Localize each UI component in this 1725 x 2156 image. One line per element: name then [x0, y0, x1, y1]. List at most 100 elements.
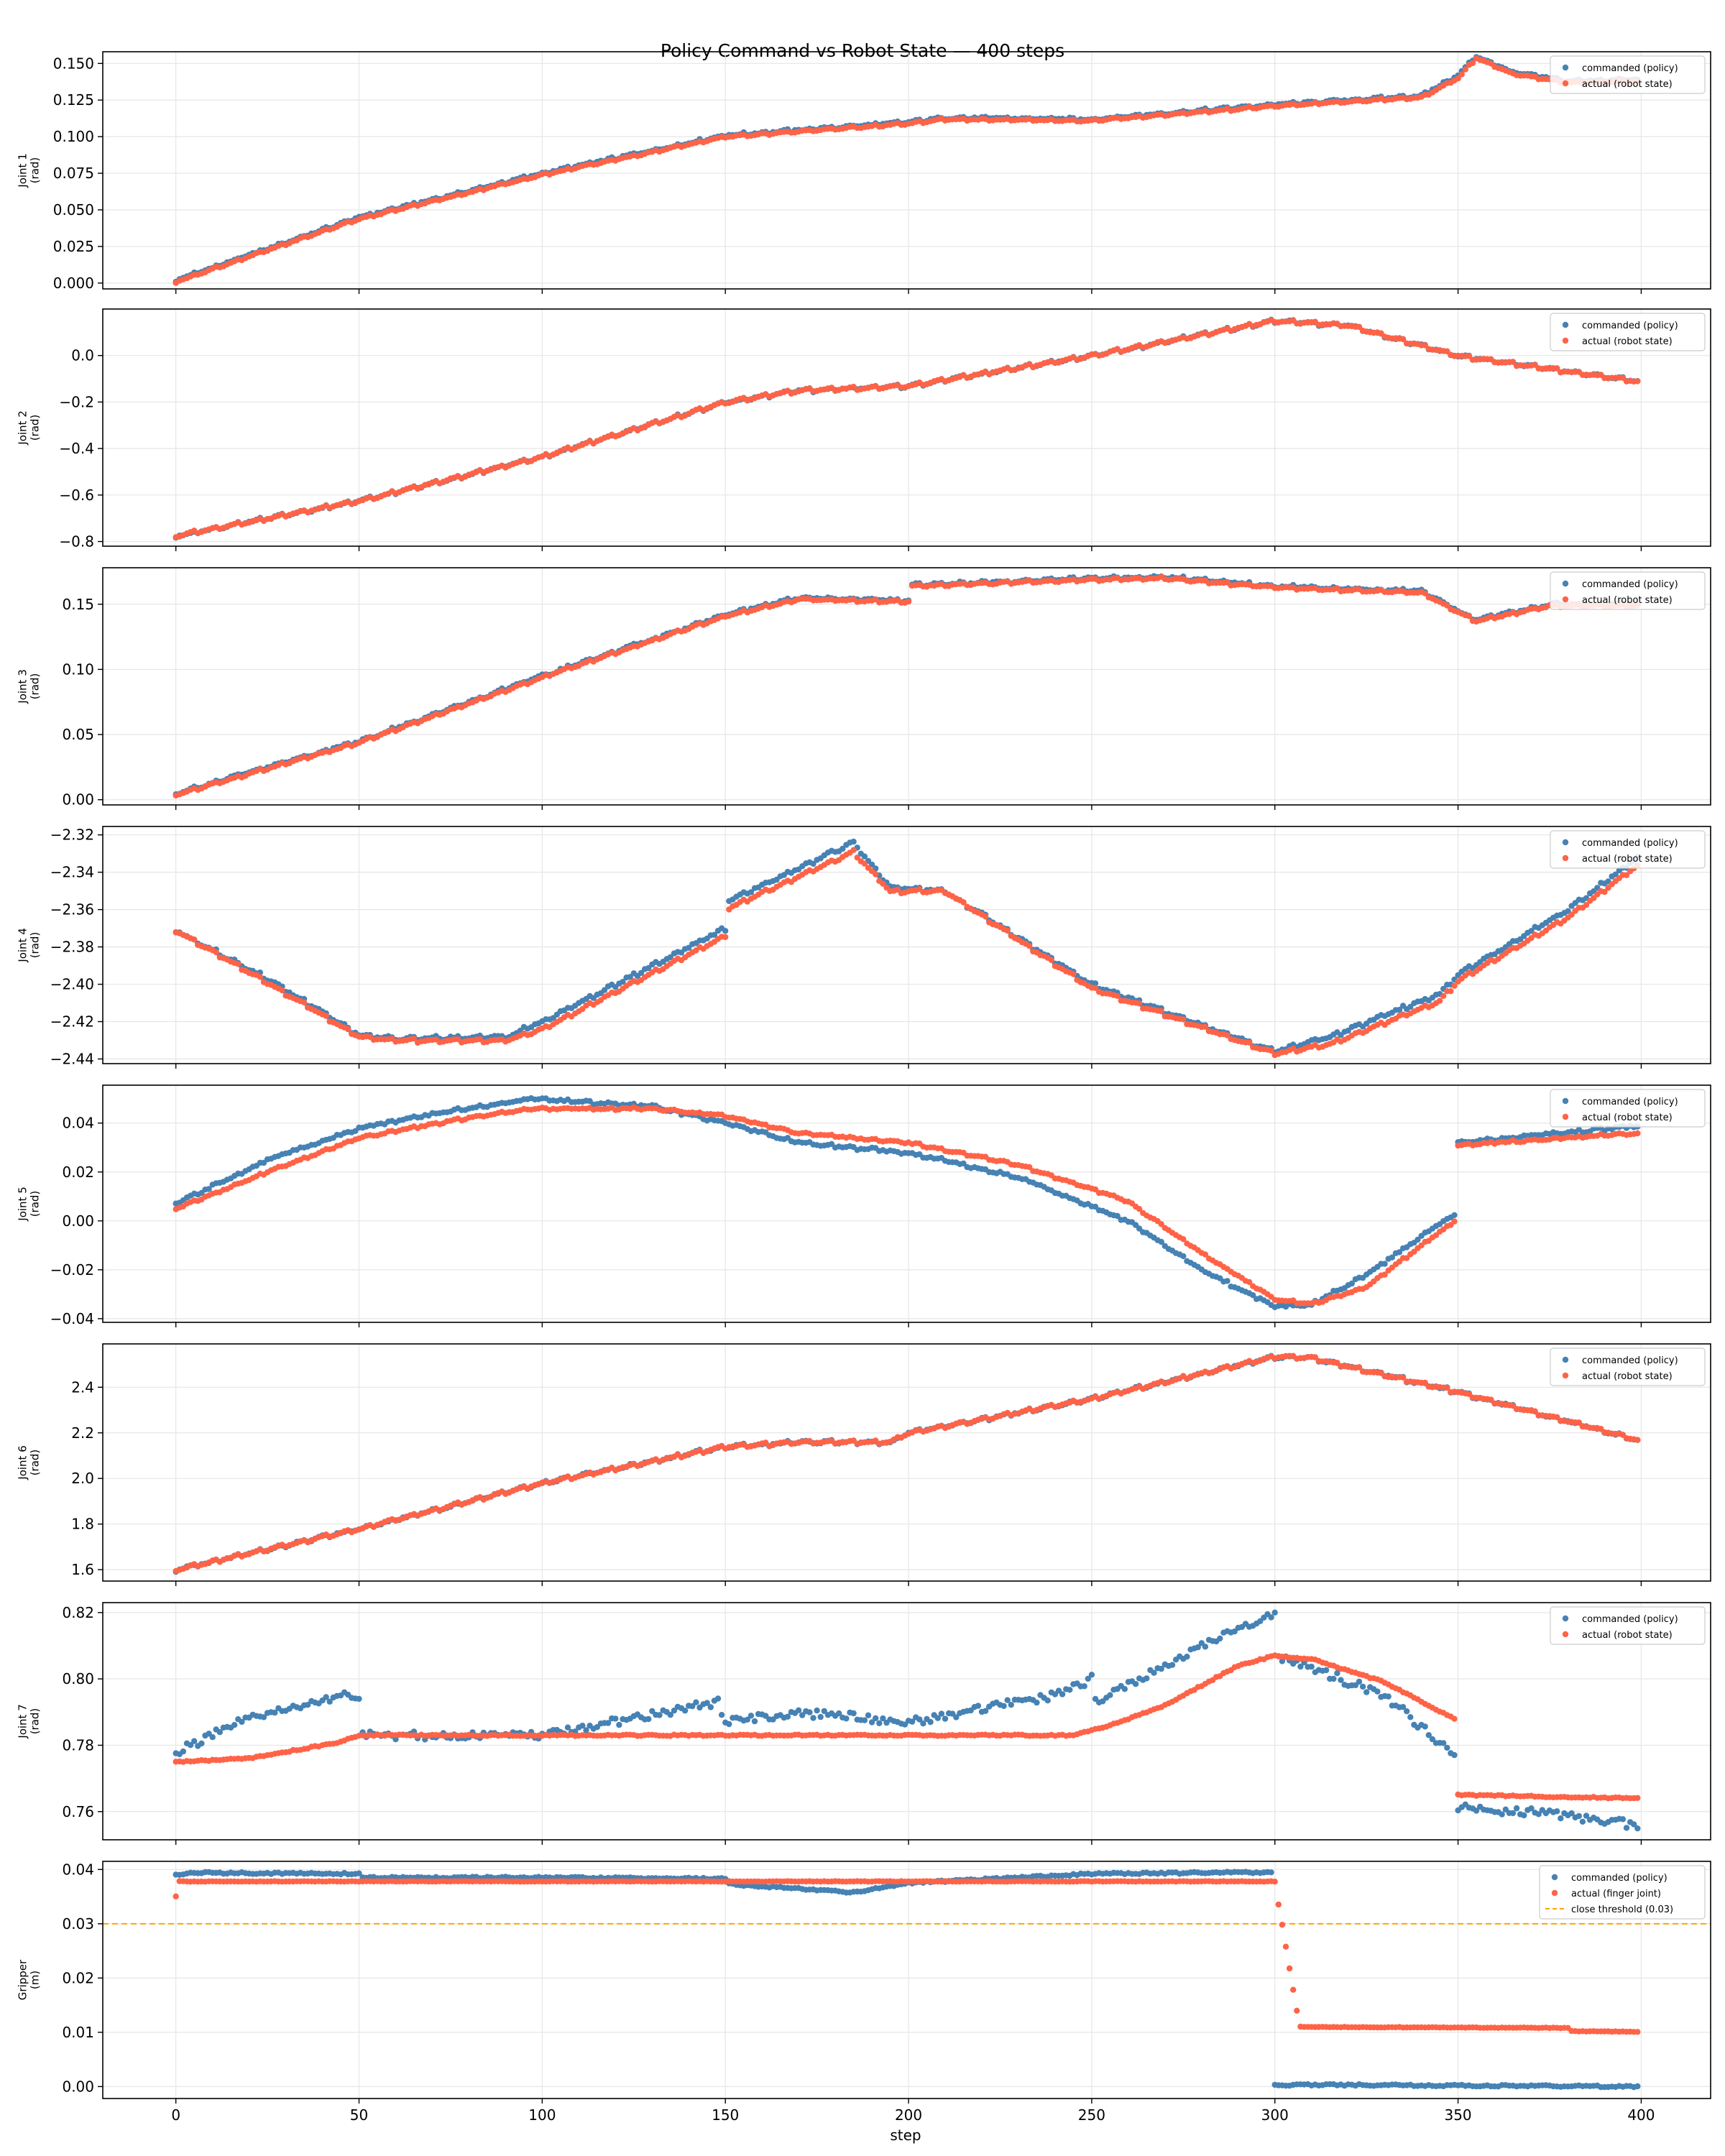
legend: commanded (policy) actual (robot state): [1550, 55, 1706, 94]
y-tick-label: 0.02: [62, 1164, 94, 1181]
data-point: [1070, 971, 1077, 977]
legend-marker: [1562, 839, 1569, 846]
y-tick-label: −2.34: [50, 864, 94, 881]
legend-label: commanded (policy): [1582, 321, 1678, 331]
data-point: [257, 974, 264, 980]
y-tick-label: 0.000: [53, 275, 94, 292]
data-point: [1448, 988, 1454, 995]
legend: commanded (policy)actual (robot state): [1550, 1089, 1706, 1128]
y-tick-label: 0.05: [62, 726, 94, 743]
y-axis-label-line: (rad): [29, 673, 42, 700]
y-tick-label: 0.125: [53, 91, 94, 109]
data-point: [1004, 927, 1011, 934]
data-point: [1381, 1261, 1388, 1267]
data-point: [850, 838, 857, 845]
legend-marker: [1562, 1113, 1569, 1120]
y-tick-label: 0.150: [53, 55, 94, 72]
legend-label: commanded (policy): [1582, 838, 1678, 849]
y-tick-label: 0.04: [62, 1115, 94, 1132]
legend-label: actual (robot state): [1582, 595, 1673, 606]
y-axis-label: Joint 5(rad): [16, 1187, 41, 1221]
data-point: [191, 936, 198, 943]
data-point: [1436, 998, 1443, 1004]
y-tick-label: −2.44: [50, 1051, 94, 1068]
subplot-1: 0.0000.0250.0500.0750.1000.1250.150Joint…: [16, 51, 1711, 294]
y-tick-label: 0.10: [62, 660, 94, 678]
y-tick-label: −2.36: [50, 901, 94, 918]
legend-label: actual (robot state): [1582, 79, 1673, 90]
data-point: [1634, 378, 1641, 384]
data-point: [323, 1013, 329, 1019]
panels: 0.0000.0250.0500.0750.1000.1250.150Joint…: [16, 51, 1711, 2124]
y-tick-label: −2.42: [50, 1013, 94, 1031]
data-point: [1466, 613, 1473, 619]
data-point: [1114, 992, 1121, 1000]
data-point: [1440, 992, 1447, 1000]
legend-label: actual (robot state): [1582, 854, 1673, 865]
legend-marker: [1562, 80, 1569, 87]
data-point: [1048, 957, 1055, 964]
y-axis-label: Joint 4(rad): [16, 928, 41, 962]
legend-label: actual (robot state): [1582, 336, 1673, 347]
legend-label: commanded (policy): [1582, 579, 1678, 590]
data-point: [213, 949, 219, 956]
y-axis-label-line: (rad): [29, 415, 42, 441]
y-tick-label: −0.02: [50, 1261, 94, 1279]
y-tick-label: −2.38: [50, 939, 94, 956]
y-tick-label: −2.40: [50, 976, 94, 993]
data-point: [1462, 66, 1469, 73]
y-tick-label: −0.2: [59, 393, 94, 410]
figure-title: Policy Command vs Robot State — 400 step…: [661, 40, 1064, 61]
legend-label: commanded (policy): [1582, 63, 1678, 74]
y-axis-label-line: Joint 4: [16, 928, 29, 962]
data-point: [1158, 1008, 1164, 1015]
legend-box: [1550, 55, 1706, 94]
legend-marker: [1562, 854, 1569, 862]
y-axis-label-line: Joint 2: [16, 410, 29, 445]
y-tick-label: 0.00: [62, 791, 94, 808]
y-tick-label: 0.025: [53, 238, 94, 255]
data-point: [1634, 1130, 1641, 1137]
legend-marker: [1562, 64, 1569, 71]
y-axis-label-line: (rad): [29, 1191, 42, 1217]
data-point: [1026, 943, 1033, 949]
legend-marker: [1562, 1097, 1569, 1105]
y-axis-label-line: Joint 1: [16, 153, 29, 188]
data-point: [279, 987, 285, 994]
y-tick-label: 0.15: [62, 596, 94, 613]
y-tick-label: 0.050: [53, 201, 94, 218]
y-tick-label: 0.0: [71, 347, 94, 364]
y-axis-label: Joint 1(rad): [16, 153, 41, 188]
data-point: [300, 999, 308, 1006]
data-point: [1451, 1218, 1458, 1225]
legend-marker: [1562, 580, 1569, 587]
legend: commanded (policy) actual (robot state): [1550, 830, 1706, 869]
data-point: [982, 913, 989, 920]
y-axis-label-line: Joint 3: [16, 669, 29, 704]
axes-frame: [102, 51, 1711, 290]
y-tick-label: 0.00: [62, 1212, 94, 1230]
data-point: [1469, 60, 1476, 67]
data-point: [1451, 1212, 1458, 1219]
legend: commanded (policy) actual (robot state): [1550, 313, 1706, 351]
y-tick-label: 0.075: [53, 165, 94, 182]
y-axis-label-line: (rad): [29, 157, 42, 184]
legend-label: actual (robot state): [1582, 1112, 1673, 1123]
data-point: [873, 871, 879, 877]
series-actual: [172, 317, 1641, 540]
y-tick-label: −0.6: [59, 487, 94, 504]
data-point: [1136, 1000, 1143, 1007]
y-tick-label: −2.32: [50, 826, 94, 844]
data-point: [722, 934, 729, 941]
data-point: [850, 847, 857, 854]
y-axis-label-line: Joint 5: [16, 1187, 29, 1221]
y-tick-label: −0.04: [50, 1310, 94, 1327]
data-point: [1180, 1253, 1187, 1260]
data-point: [345, 1026, 351, 1033]
data-point: [1224, 1278, 1230, 1284]
data-point: [1246, 1039, 1253, 1046]
legend: commanded (policy) actual (robot state): [1550, 571, 1706, 610]
